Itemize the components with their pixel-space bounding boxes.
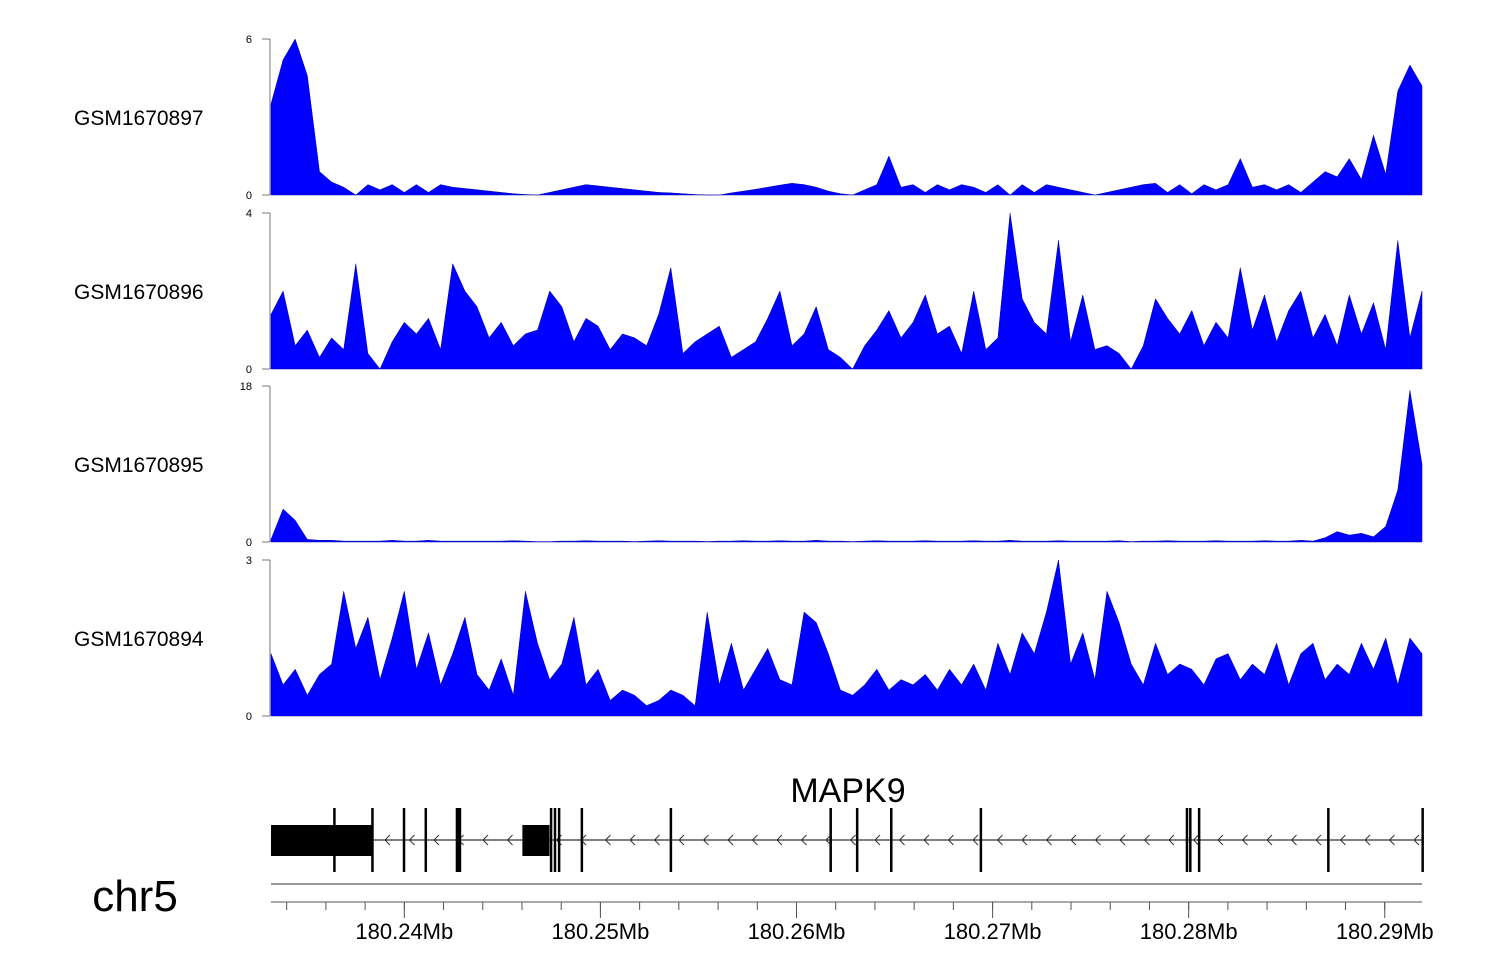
strand-arrow-icon: [1241, 834, 1248, 846]
coverage-area: [270, 212, 1423, 370]
strand-arrow-icon: [1388, 834, 1395, 846]
exon-block: [1189, 808, 1192, 872]
y-axis-max-label: 4: [246, 208, 252, 220]
exon-block: [669, 808, 673, 872]
strand-arrow-icon: [1339, 834, 1346, 846]
exon-block: [557, 808, 561, 872]
strand-arrow-icon: [825, 834, 832, 846]
strand-arrow-icon: [1094, 834, 1101, 846]
strand-arrow-icon: [678, 834, 685, 846]
chromosome-label: chr5: [92, 872, 178, 921]
strand-arrow-icon: [702, 834, 709, 846]
strand-arrow-icon: [972, 834, 979, 846]
strand-arrow-icon: [776, 834, 783, 846]
strand-arrow-icon: [849, 834, 856, 846]
genome-axis: 180.24Mb 180.25Mb 180.26Mb 180.27Mb 180.28Mb…: [271, 883, 1434, 944]
strand-arrow-icon: [433, 834, 440, 846]
utr-block: [271, 825, 373, 856]
axis-tick-label: 180.29Mb: [1336, 919, 1434, 944]
y-axis-min-label: 0: [246, 364, 252, 376]
exon-block: [553, 808, 557, 872]
strand-arrow-icon: [1315, 834, 1322, 846]
track-label: GSM1670897: [74, 107, 204, 130]
strand-arrow-icon: [1266, 834, 1273, 846]
data-tracks: 6 0 GSM1670897 4 0 GSM1670896 18 0 GSM1670895 3 0 G…: [74, 34, 1423, 723]
strand-arrow-icon: [482, 834, 489, 846]
track-GSM1670895: 18 0 GSM1670895: [74, 381, 1423, 549]
axis-tick-label: 180.27Mb: [944, 919, 1042, 944]
exon-block: [890, 808, 893, 872]
utr-block: [522, 825, 550, 856]
strand-arrow-icon: [996, 834, 1003, 846]
exon-block: [371, 808, 374, 872]
axis-tick-label: 180.24Mb: [355, 919, 453, 944]
strand-arrow-icon: [1364, 834, 1371, 846]
axis-tick-label: 180.25Mb: [551, 919, 649, 944]
strand-arrow-icon: [874, 834, 881, 846]
coverage-area: [270, 38, 1423, 196]
strand-arrow-icon: [1045, 834, 1052, 846]
exon-block: [979, 808, 983, 872]
exon-block: [424, 808, 428, 872]
strand-arrow-icon: [898, 834, 905, 846]
coverage-area: [270, 390, 1423, 543]
axis-tick-label: 180.28Mb: [1140, 919, 1238, 944]
gene-model: [271, 808, 1424, 872]
strand-arrow-icon: [1119, 834, 1126, 846]
strand-arrow-icon: [1192, 834, 1199, 846]
exon-block: [1185, 808, 1189, 872]
exon-block: [1327, 808, 1330, 872]
strand-arrow-icon: [506, 834, 513, 846]
exon-block: [855, 808, 859, 872]
strand-arrow-icon: [751, 834, 758, 846]
gene-name-label: MAPK9: [790, 772, 905, 810]
strand-arrow-icon: [629, 834, 636, 846]
exon-block: [829, 808, 832, 872]
strand-arrow-icon: [408, 834, 415, 846]
strand-arrow-icon: [727, 834, 734, 846]
strand-arrow-icon: [947, 834, 954, 846]
strand-arrow-icon: [1168, 834, 1175, 846]
y-axis-max-label: 6: [246, 34, 252, 46]
y-axis-min-label: 0: [246, 537, 252, 549]
strand-arrow-icon: [1143, 834, 1150, 846]
exon-block: [455, 808, 462, 872]
exon-block: [333, 808, 336, 872]
track-label: GSM1670894: [74, 628, 204, 651]
y-axis-max-label: 18: [240, 381, 252, 393]
strand-arrow-icon: [800, 834, 807, 846]
axis-tick-label: 180.26Mb: [748, 919, 846, 944]
strand-arrow-icon: [384, 834, 391, 846]
y-axis-min-label: 0: [246, 190, 252, 202]
track-GSM1670897: 6 0 GSM1670897: [74, 34, 1423, 202]
coverage-area: [270, 559, 1423, 717]
strand-arrow-icon: [1217, 834, 1224, 846]
y-axis-max-label: 3: [246, 555, 252, 567]
strand-arrow-icon: [1070, 834, 1077, 846]
track-GSM1670896: 4 0 GSM1670896: [74, 208, 1423, 376]
y-axis-min-label: 0: [246, 711, 252, 723]
strand-arrow-icon: [1413, 834, 1420, 846]
track-label: GSM1670895: [74, 454, 204, 477]
exon-block: [402, 808, 406, 872]
exon-block: [1197, 808, 1201, 872]
strand-arrow-icon: [653, 834, 660, 846]
strand-arrow-icon: [1290, 834, 1297, 846]
track-GSM1670894: 3 0 GSM1670894: [74, 555, 1423, 723]
strand-arrow-icon: [1021, 834, 1028, 846]
track-label: GSM1670896: [74, 281, 204, 304]
strand-arrow-icon: [923, 834, 930, 846]
strand-arrow-icon: [604, 834, 611, 846]
exon-block: [549, 808, 553, 872]
exon-block: [580, 808, 584, 872]
exon-block: [1421, 808, 1424, 872]
